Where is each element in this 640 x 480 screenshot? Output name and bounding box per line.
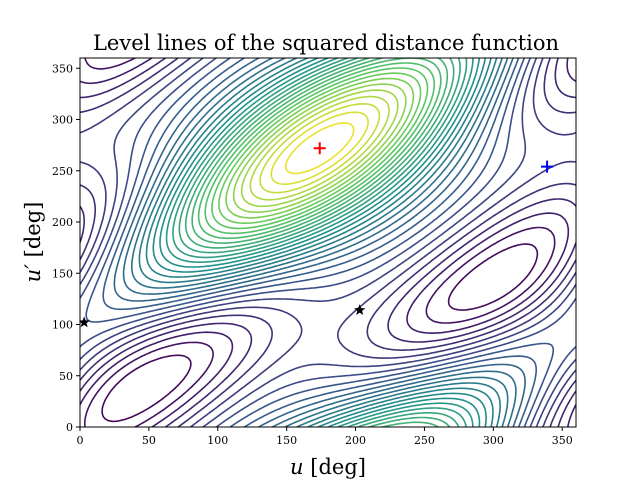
contour-level-line (232, 83, 407, 213)
y-tick-label: 200 (52, 216, 73, 229)
x-tick-label: 50 (142, 434, 156, 447)
contour-level-line (80, 58, 576, 427)
y-axis-label: u′ [deg] (21, 202, 45, 283)
y-tick-label: 100 (52, 319, 73, 332)
contour-level-line (270, 111, 369, 185)
x-tick-label: 100 (207, 434, 228, 447)
contour-level-line (249, 95, 390, 201)
x-axis-label: u [deg] (290, 455, 366, 479)
x-tick-label: 300 (483, 434, 504, 447)
y-tick-label: 150 (52, 267, 73, 280)
x-tick-label: 250 (414, 434, 435, 447)
y-tick-label: 350 (52, 62, 73, 75)
contour-level-line (80, 58, 576, 427)
contour-level-line (284, 122, 355, 175)
contour-level-line (80, 58, 576, 427)
y-axis-ticks: 0 50 100 150 200 250 300 350 (52, 62, 80, 434)
contour-level-line (225, 77, 415, 219)
contour-level-line (197, 58, 442, 240)
contour-level-line (84, 58, 556, 427)
x-tick-label: 0 (77, 434, 84, 447)
x-axis-ticks: 0 50 100 150 200 250 300 350 (77, 427, 573, 447)
x-tick-label: 200 (345, 434, 366, 447)
y-tick-label: 50 (59, 370, 73, 383)
chart-title: Level lines of the squared distance func… (93, 31, 559, 55)
minimum-star-marker (354, 304, 366, 315)
maximum-plus-marker (313, 142, 326, 155)
markers-layer (80, 142, 554, 328)
y-tick-label: 0 (66, 421, 73, 434)
contour-level-line (259, 103, 381, 194)
contour-level-line (240, 89, 399, 208)
y-tick-label: 250 (52, 165, 73, 178)
plot-frame (79, 57, 577, 428)
contour-level-line (218, 72, 422, 224)
contour-level-line (204, 62, 436, 235)
y-axis-variable: u′ (21, 264, 45, 283)
x-axis-unit: [deg] (304, 455, 366, 479)
contour-level-line (159, 58, 481, 427)
contour-level-line (80, 58, 576, 427)
contour-lines (80, 58, 576, 427)
saddle-plus-marker (541, 160, 554, 173)
y-tick-label: 300 (52, 114, 73, 127)
contour-level-line (101, 243, 539, 423)
y-axis-unit: [deg] (21, 202, 45, 264)
contour-level-line (211, 67, 429, 230)
minimum-star-marker (80, 316, 90, 328)
x-tick-label: 350 (552, 434, 573, 447)
x-tick-label: 150 (276, 434, 297, 447)
x-axis-variable: u (290, 455, 304, 479)
